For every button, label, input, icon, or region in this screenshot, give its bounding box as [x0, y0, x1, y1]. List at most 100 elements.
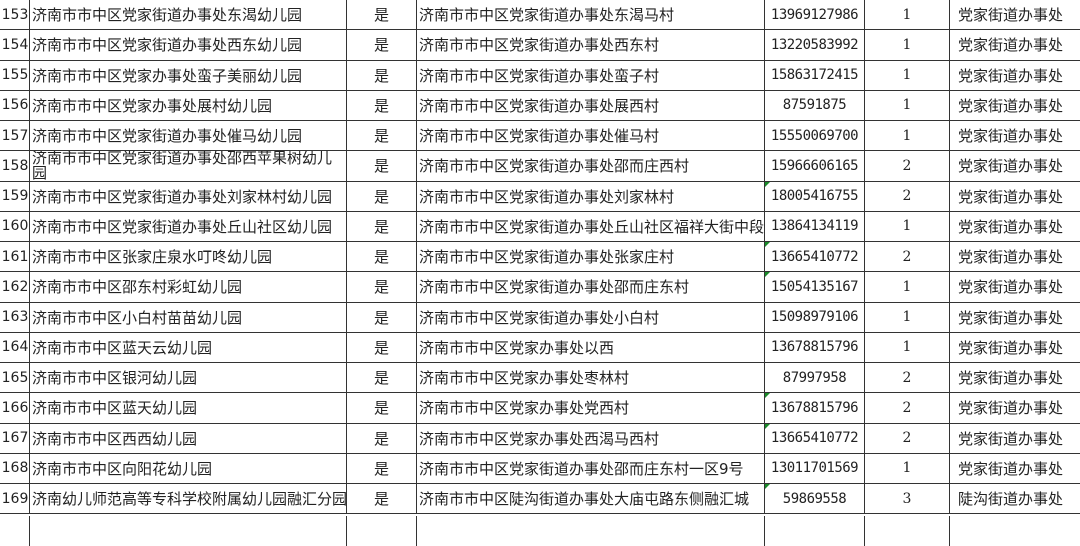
kindergarten-name-cell[interactable]: 济南市市中区蓝天幼儿园 — [30, 393, 347, 423]
class-count-cell[interactable]: 2 — [865, 181, 950, 211]
row-number-cell[interactable]: 153 — [0, 0, 30, 30]
row-number-cell[interactable]: 157 — [0, 121, 30, 151]
subdistrict-office-cell[interactable]: 党家街道办事处 — [950, 333, 1080, 362]
address-cell[interactable]: 济南市市中区党家街道办事处蛮子村 — [417, 60, 765, 90]
public-flag-cell[interactable]: 是 — [347, 393, 417, 423]
phone-number-cell[interactable]: 15863172415 — [765, 60, 865, 90]
class-count-cell[interactable]: 3 — [865, 484, 950, 514]
row-number-cell[interactable]: 156 — [0, 90, 30, 120]
kindergarten-name-cell[interactable]: 济南市市中区西西幼儿园 — [30, 423, 347, 453]
class-count-cell[interactable]: 1 — [865, 453, 950, 483]
subdistrict-office-cell[interactable]: 党家街道办事处 — [950, 212, 1080, 241]
address-cell[interactable]: 济南市市中区党家街道办事处东渴马村 — [417, 0, 765, 30]
row-number-cell[interactable]: 168 — [0, 453, 30, 483]
address-cell[interactable]: 济南市市中区党家街道办事处展西村 — [417, 90, 765, 120]
kindergarten-name-cell[interactable]: 济南市市中区党家街道办事处东渴幼儿园 — [30, 0, 347, 30]
address-cell[interactable]: 济南市市中区党家办事处枣林村 — [417, 363, 765, 393]
row-number-cell[interactable]: 161 — [0, 242, 30, 272]
address-cell[interactable]: 济南市市中区党家街道办事处小白村 — [417, 302, 765, 332]
public-flag-cell[interactable]: 是 — [347, 151, 417, 181]
row-number-cell[interactable]: 163 — [0, 302, 30, 332]
public-flag-cell[interactable]: 是 — [347, 211, 417, 241]
phone-number-cell[interactable]: 13864134119 — [765, 211, 865, 241]
address-cell[interactable]: 济南市市中区党家办事处党西村 — [417, 393, 765, 423]
subdistrict-office-cell[interactable]: 党家街道办事处 — [950, 242, 1080, 271]
kindergarten-name-cell[interactable]: 济南幼儿师范高等专科学校附属幼儿园融汇分园 — [30, 484, 347, 514]
subdistrict-office-cell[interactable]: 党家街道办事处 — [950, 30, 1080, 59]
public-flag-cell[interactable]: 是 — [347, 60, 417, 90]
phone-number-cell[interactable]: 13969127986 — [765, 0, 865, 30]
class-count-cell[interactable]: 1 — [865, 60, 950, 90]
row-number-cell[interactable]: 155 — [0, 60, 30, 90]
phone-number-cell[interactable]: 13678815796 — [765, 332, 865, 362]
row-number-cell[interactable]: 154 — [0, 30, 30, 60]
address-cell[interactable]: 济南市市中区党家街道办事处邵而庄东村一区9号 — [417, 453, 765, 483]
public-flag-cell[interactable]: 是 — [347, 90, 417, 120]
public-flag-cell[interactable]: 是 — [347, 363, 417, 393]
phone-number-cell[interactable]: 87997958 — [765, 363, 865, 393]
address-cell[interactable]: 济南市市中区党家街道办事处刘家林村 — [417, 181, 765, 211]
address-cell[interactable]: 济南市市中区党家街道办事处丘山社区福祥大街中段 — [417, 211, 765, 241]
subdistrict-office-cell[interactable]: 党家街道办事处 — [950, 272, 1080, 301]
address-cell[interactable]: 济南市市中区党家街道办事处张家庄村 — [417, 242, 765, 272]
public-flag-cell[interactable]: 是 — [347, 423, 417, 453]
kindergarten-name-cell[interactable]: 济南市市中区党家办事处展村幼儿园 — [30, 90, 347, 120]
subdistrict-office-cell[interactable]: 陡沟街道办事处 — [950, 484, 1080, 513]
class-count-cell[interactable]: 2 — [865, 393, 950, 423]
row-number-cell[interactable]: 165 — [0, 363, 30, 393]
phone-number-cell[interactable]: 13665410772 — [765, 423, 865, 453]
public-flag-cell[interactable]: 是 — [347, 272, 417, 302]
phone-number-cell[interactable]: 13220583992 — [765, 30, 865, 60]
phone-number-cell[interactable]: 13678815796 — [765, 393, 865, 423]
address-cell[interactable]: 济南市市中区党家街道办事处邵而庄东村 — [417, 272, 765, 302]
subdistrict-office-cell[interactable]: 党家街道办事处 — [950, 151, 1080, 180]
kindergarten-name-cell[interactable]: 济南市市中区张家庄泉水叮咚幼儿园 — [30, 242, 347, 272]
subdistrict-office-cell[interactable]: 党家街道办事处 — [950, 91, 1080, 120]
class-count-cell[interactable]: 1 — [865, 211, 950, 241]
public-flag-cell[interactable]: 是 — [347, 181, 417, 211]
row-number-cell[interactable]: 160 — [0, 211, 30, 241]
row-number-cell[interactable]: 159 — [0, 181, 30, 211]
address-cell[interactable]: 济南市市中区党家办事处以西 — [417, 332, 765, 362]
class-count-cell[interactable]: 1 — [865, 30, 950, 60]
phone-number-cell[interactable]: 15966606165 — [765, 151, 865, 181]
row-number-cell[interactable]: 169 — [0, 484, 30, 514]
address-cell[interactable]: 济南市市中区党家街道办事处邵而庄西村 — [417, 151, 765, 181]
kindergarten-name-cell[interactable]: 济南市市中区党家办事处蛮子美丽幼儿园 — [30, 60, 347, 90]
row-number-cell[interactable]: 158 — [0, 151, 30, 181]
public-flag-cell[interactable]: 是 — [347, 302, 417, 332]
class-count-cell[interactable]: 1 — [865, 332, 950, 362]
subdistrict-office-cell[interactable]: 党家街道办事处 — [950, 61, 1080, 90]
phone-number-cell[interactable]: 13665410772 — [765, 242, 865, 272]
kindergarten-name-cell[interactable]: 济南市市中区党家街道办事处西东幼儿园 — [30, 30, 347, 60]
kindergarten-name-cell[interactable]: 济南市市中区党家街道办事处刘家林村幼儿园 — [30, 181, 347, 211]
address-cell[interactable]: 济南市市中区党家街道办事处西东村 — [417, 30, 765, 60]
subdistrict-office-cell[interactable]: 党家街道办事处 — [950, 182, 1080, 211]
class-count-cell[interactable]: 1 — [865, 121, 950, 151]
row-number-cell[interactable]: 166 — [0, 393, 30, 423]
row-number-cell[interactable]: 167 — [0, 423, 30, 453]
subdistrict-office-cell[interactable]: 党家街道办事处 — [950, 393, 1080, 422]
class-count-cell[interactable]: 1 — [865, 0, 950, 30]
address-cell[interactable]: 济南市市中区陡沟街道办事处大庙屯路东侧融汇城 — [417, 484, 765, 514]
subdistrict-office-cell[interactable]: 党家街道办事处 — [950, 121, 1080, 150]
address-cell[interactable]: 济南市市中区党家街道办事处催马村 — [417, 121, 765, 151]
subdistrict-office-cell[interactable]: 党家街道办事处 — [950, 424, 1080, 453]
kindergarten-name-cell[interactable]: 济南市市中区党家街道办事处丘山社区幼儿园 — [30, 211, 347, 241]
public-flag-cell[interactable]: 是 — [347, 453, 417, 483]
class-count-cell[interactable]: 2 — [865, 151, 950, 181]
kindergarten-name-cell[interactable]: 济南市市中区银河幼儿园 — [30, 363, 347, 393]
kindergarten-name-cell[interactable]: 济南市市中区党家街道办事处邵西苹果树幼儿园 — [30, 151, 347, 181]
subdistrict-office-cell[interactable]: 党家街道办事处 — [950, 303, 1080, 332]
phone-number-cell[interactable]: 15098979106 — [765, 302, 865, 332]
public-flag-cell[interactable]: 是 — [347, 121, 417, 151]
phone-number-cell[interactable]: 18005416755 — [765, 181, 865, 211]
class-count-cell[interactable]: 2 — [865, 242, 950, 272]
subdistrict-office-cell[interactable]: 党家街道办事处 — [950, 0, 1080, 29]
class-count-cell[interactable]: 1 — [865, 302, 950, 332]
address-cell[interactable]: 济南市市中区党家办事处西渴马西村 — [417, 423, 765, 453]
public-flag-cell[interactable]: 是 — [347, 242, 417, 272]
kindergarten-name-cell[interactable]: 济南市市中区蓝天云幼儿园 — [30, 332, 347, 362]
row-number-cell[interactable]: 164 — [0, 332, 30, 362]
public-flag-cell[interactable]: 是 — [347, 332, 417, 362]
